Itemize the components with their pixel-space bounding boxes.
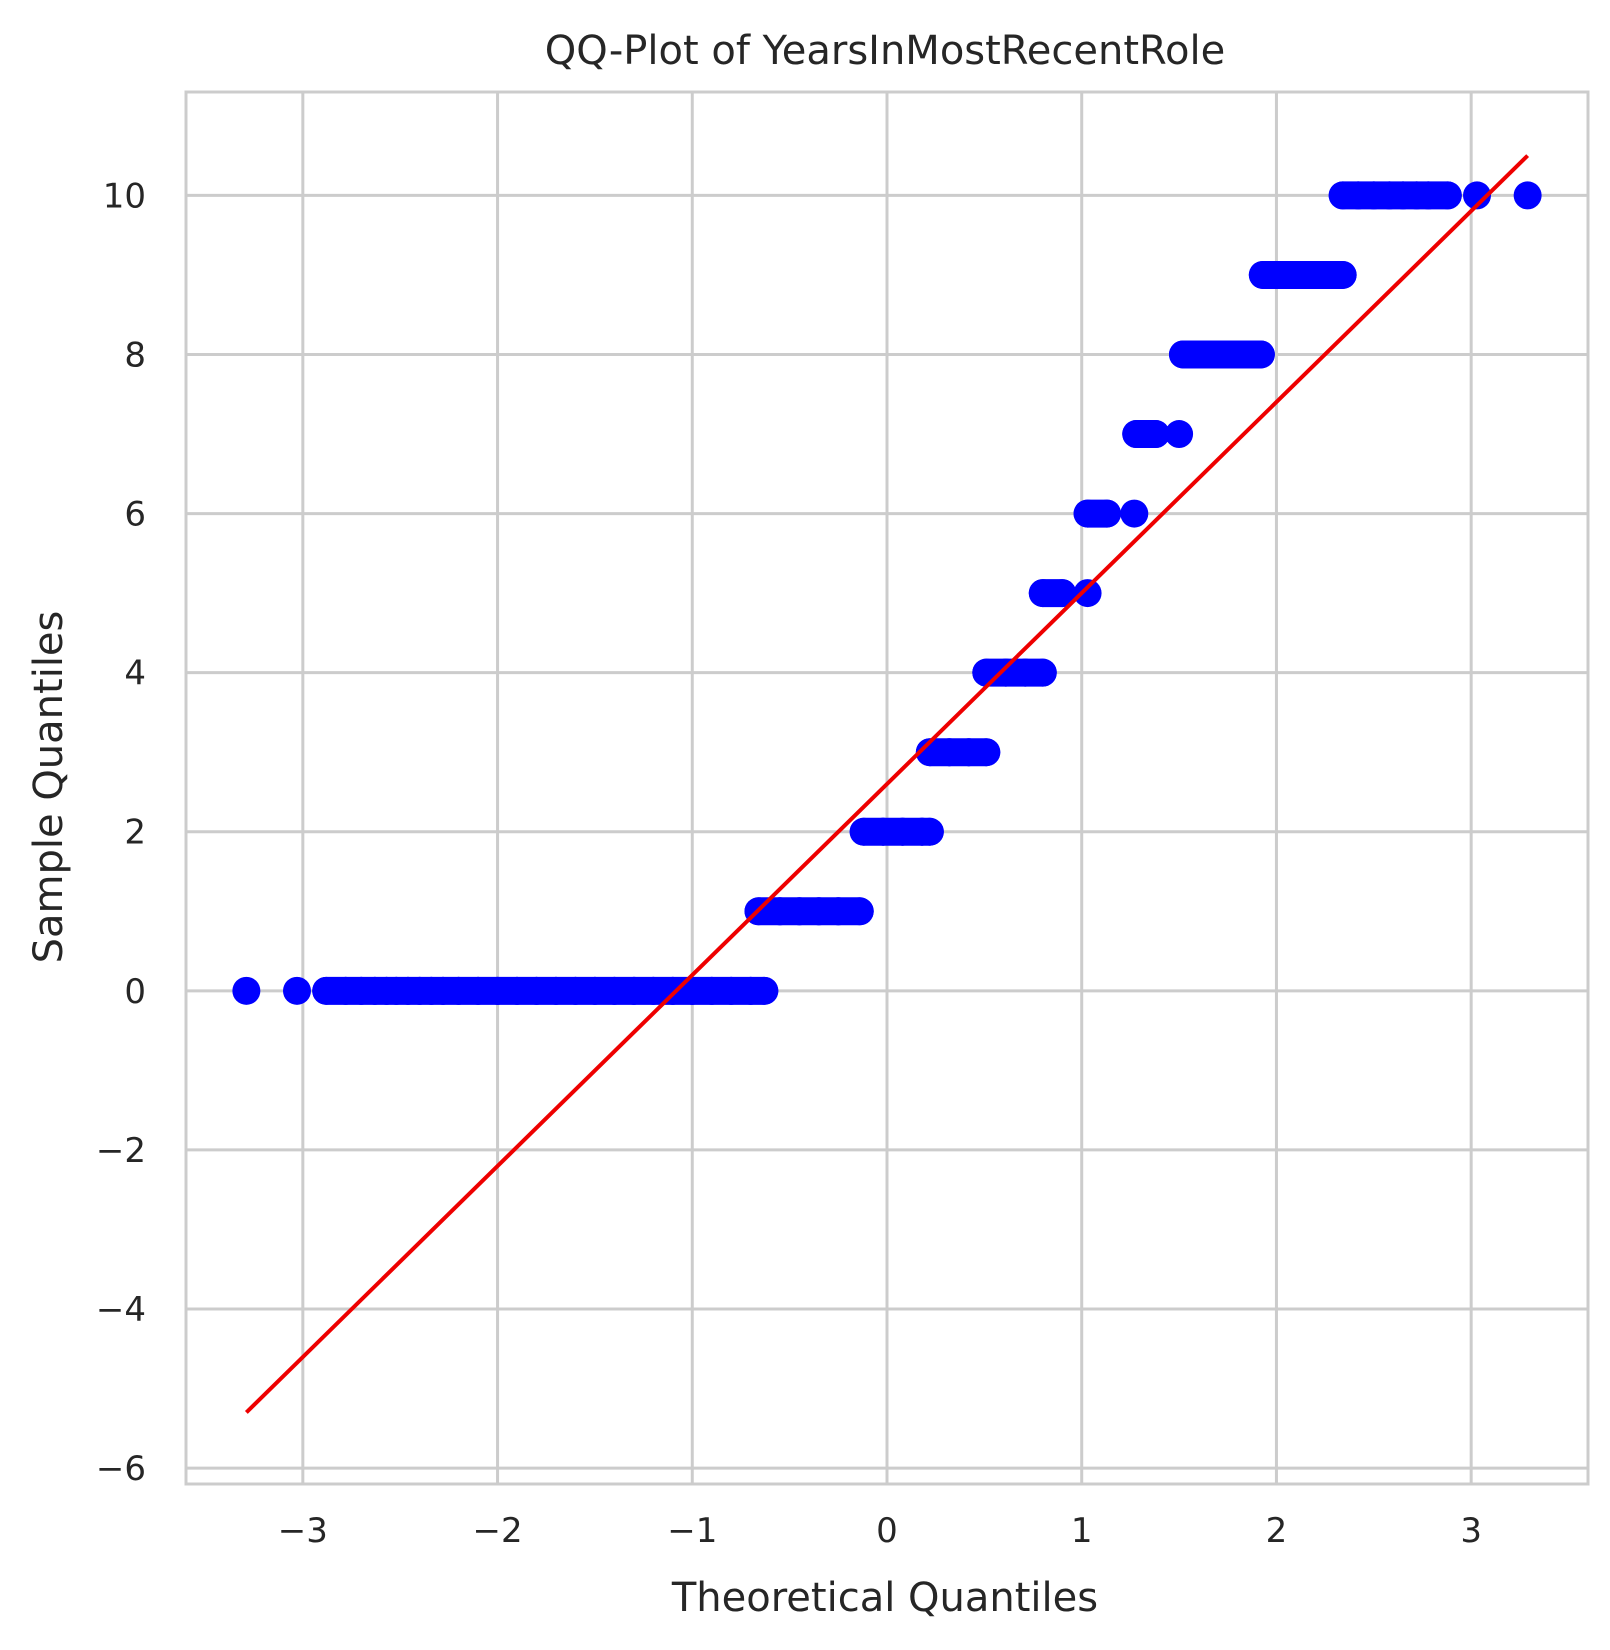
x-axis-label: Theoretical Quantiles (671, 1575, 1098, 1621)
sample-point (561, 976, 590, 1005)
sample-point (503, 976, 532, 1005)
sample-point (1207, 340, 1236, 369)
y-axis-label: Sample Quantiles (26, 611, 72, 964)
sample-point (1188, 340, 1217, 369)
sample-point (1307, 260, 1336, 289)
sample-point (915, 817, 944, 846)
y-tick-label: −2 (96, 1131, 146, 1171)
sample-point (1122, 420, 1151, 449)
sample-point (849, 817, 878, 846)
sample-point (464, 976, 493, 1005)
sample-point (580, 976, 609, 1005)
x-tick-label: −1 (667, 1511, 717, 1551)
sample-point (785, 897, 814, 926)
sample-point (1248, 260, 1277, 289)
x-tick-label: −3 (278, 1511, 328, 1551)
sample-point (483, 976, 512, 1005)
sample-point (1168, 340, 1197, 369)
sample-point (312, 976, 341, 1005)
sample-point (600, 976, 629, 1005)
x-tick-label: −2 (472, 1511, 522, 1551)
sample-point (1328, 260, 1357, 289)
sample-point (1093, 499, 1122, 528)
sample-point (804, 897, 833, 926)
sample-point (1165, 420, 1194, 449)
sample-point (1513, 181, 1542, 210)
sample-point (991, 658, 1020, 687)
tick-labels: −3 −2 −1 0 1 2 3 −6 −4 −2 0 2 4 6 8 10 (96, 176, 1482, 1551)
reference-line-group (244, 154, 1530, 1414)
sample-point (1227, 340, 1256, 369)
sample-point (1287, 260, 1316, 289)
sample-point (1414, 181, 1443, 210)
y-tick-label: 8 (124, 335, 146, 375)
y-tick-label: −6 (96, 1449, 146, 1489)
y-tick-label: −4 (96, 1290, 146, 1330)
y-tick-label: 10 (103, 176, 146, 216)
sample-point (935, 738, 964, 767)
sample-point (1268, 260, 1297, 289)
sample-point (972, 738, 1001, 767)
sample-point (869, 817, 898, 846)
sample-point (1246, 340, 1275, 369)
sample-point (541, 976, 570, 1005)
sample-point (915, 738, 944, 767)
sample-point (824, 897, 853, 926)
reference-line (244, 154, 1530, 1414)
y-tick-label: 4 (124, 654, 146, 694)
sample-point (619, 976, 648, 1005)
x-tick-label: 0 (876, 1511, 898, 1551)
sample-point (282, 976, 311, 1005)
sample-point (845, 897, 874, 926)
y-tick-label: 0 (124, 972, 146, 1012)
y-tick-label: 2 (124, 813, 146, 853)
sample-point (444, 976, 473, 1005)
x-tick-label: 1 (1071, 1511, 1093, 1551)
sample-point (1073, 579, 1102, 608)
sample-point (639, 976, 668, 1005)
sample-points (232, 181, 1542, 1005)
sample-point (1028, 579, 1057, 608)
sample-point (1048, 579, 1077, 608)
sample-point (750, 976, 779, 1005)
sample-point (1028, 658, 1057, 687)
sample-point (1073, 499, 1102, 528)
sample-point (1141, 420, 1170, 449)
sample-point (697, 976, 726, 1005)
sample-point (522, 976, 551, 1005)
plot-frame (184, 90, 1590, 1486)
sample-point (1463, 181, 1492, 210)
sample-point (658, 976, 687, 1005)
chart-title: QQ-Plot of YearsInMostRecentRole (545, 28, 1226, 74)
sample-point (717, 976, 746, 1005)
sample-point (1120, 499, 1149, 528)
x-tick-label: 3 (1460, 1511, 1482, 1551)
y-tick-label: 6 (124, 495, 146, 535)
sample-point (888, 817, 917, 846)
sample-point (232, 976, 261, 1005)
sample-point (765, 897, 794, 926)
sample-point (1433, 181, 1462, 210)
x-tick-label: 2 (1266, 1511, 1288, 1551)
